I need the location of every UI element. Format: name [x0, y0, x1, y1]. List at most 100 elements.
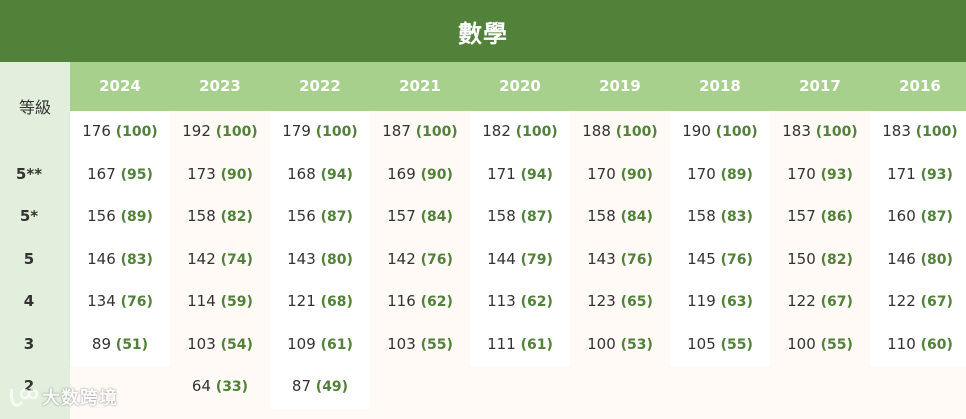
- score-value: 183: [782, 122, 811, 140]
- percentile-value: (53): [620, 337, 653, 353]
- grade-label: 3: [23, 335, 35, 353]
- score-cell: 157 (84): [370, 207, 470, 225]
- year-header: 2023: [199, 77, 241, 95]
- score-value: 89: [91, 335, 112, 353]
- percentile-value: (80): [320, 252, 353, 268]
- percentile-value: (55): [720, 337, 753, 353]
- percentile-value: (67): [820, 294, 853, 310]
- score-value: 169: [387, 165, 416, 183]
- percentile-value: (82): [820, 252, 853, 268]
- percentile-value: (55): [420, 337, 453, 353]
- score-cell: 100 (53): [570, 335, 670, 353]
- percentile-value: (89): [120, 209, 153, 225]
- percentile-value: (60): [920, 337, 953, 353]
- score-cell: 158 (82): [170, 207, 270, 225]
- score-cell: 183 (100): [770, 122, 870, 140]
- score-cell: 158 (84): [570, 207, 670, 225]
- score-cell: 122 (67): [770, 292, 870, 310]
- score-cell: 158 (83): [670, 207, 770, 225]
- score-value: 167: [87, 165, 116, 183]
- year-header: 2018: [699, 77, 741, 95]
- percentile-value: (74): [220, 252, 253, 268]
- year-header: 2020: [499, 77, 541, 95]
- score-value: 183: [882, 122, 911, 140]
- percentile-value: (51): [115, 337, 149, 353]
- score-cell: 116 (62): [370, 292, 470, 310]
- score-value: 64: [191, 377, 212, 395]
- percentile-value: (94): [520, 167, 553, 183]
- score-cell: 113 (62): [470, 292, 570, 310]
- percentile-value: (100): [815, 124, 858, 140]
- score-cell: 192 (100): [170, 122, 270, 140]
- percentile-value: (76): [620, 252, 653, 268]
- percentile-value: (90): [620, 167, 653, 183]
- score-value: 160: [887, 207, 916, 225]
- watermark-text: 大数跨境: [42, 388, 118, 409]
- percentile-value: (100): [215, 124, 258, 140]
- score-value: 100: [587, 335, 616, 353]
- score-cell: 183 (100): [870, 122, 966, 140]
- score-value: 158: [587, 207, 616, 225]
- score-value: 109: [287, 335, 316, 353]
- grade-label: 4: [23, 292, 35, 310]
- score-value: 145: [687, 250, 716, 268]
- score-cell: 160 (87): [870, 207, 966, 225]
- score-value: 121: [287, 292, 316, 310]
- score-cell: 179 (100): [270, 122, 370, 140]
- score-cell: 87 (49): [270, 377, 370, 395]
- grade-column-header: 等級: [18, 98, 51, 117]
- score-value: 170: [687, 165, 716, 183]
- score-cell: 187 (100): [370, 122, 470, 140]
- score-value: 114: [187, 292, 216, 310]
- score-cell: 167 (95): [70, 165, 170, 183]
- score-cell: 142 (74): [170, 250, 270, 268]
- score-value: 157: [787, 207, 816, 225]
- percentile-value: (61): [320, 337, 353, 353]
- score-value: 179: [282, 122, 311, 140]
- percentile-value: (49): [315, 379, 349, 395]
- column-background: [870, 111, 966, 366]
- score-cell: 143 (76): [570, 250, 670, 268]
- score-cell: 100 (55): [770, 335, 870, 353]
- score-cell: 122 (67): [870, 292, 966, 310]
- percentile-value: (100): [415, 124, 458, 140]
- score-cell: 103 (54): [170, 335, 270, 353]
- grade-label: 5*: [19, 207, 39, 225]
- percentile-value: (82): [220, 209, 253, 225]
- percentile-value: (90): [420, 167, 453, 183]
- percentile-value: (86): [820, 209, 853, 225]
- score-value: 156: [287, 207, 316, 225]
- score-value: 168: [287, 165, 316, 183]
- year-header: 2017: [799, 77, 841, 95]
- score-cell: 158 (87): [470, 207, 570, 225]
- score-cell: 142 (76): [370, 250, 470, 268]
- title-bar: 數學: [0, 0, 966, 62]
- percentile-value: (83): [120, 252, 153, 268]
- percentile-value: (89): [720, 167, 753, 183]
- score-value: 182: [482, 122, 511, 140]
- percentile-value: (84): [620, 209, 653, 225]
- score-cell: 121 (68): [270, 292, 370, 310]
- score-value: 187: [382, 122, 411, 140]
- score-value: 111: [487, 335, 516, 353]
- score-cell: 146 (80): [870, 250, 966, 268]
- percentile-value: (55): [820, 337, 853, 353]
- percentile-value: (100): [515, 124, 558, 140]
- percentile-value: (68): [320, 294, 353, 310]
- score-cell: 170 (90): [570, 165, 670, 183]
- percentile-value: (59): [220, 294, 253, 310]
- score-value: 158: [487, 207, 516, 225]
- grade-label: 2: [23, 377, 35, 395]
- score-value: 122: [787, 292, 816, 310]
- column-background: [470, 111, 570, 366]
- percentile-value: (79): [520, 252, 553, 268]
- score-value: 171: [487, 165, 516, 183]
- column-background: [270, 111, 370, 409]
- score-cell: 103 (55): [370, 335, 470, 353]
- percentile-value: (61): [520, 337, 553, 353]
- score-value: 171: [887, 165, 916, 183]
- percentile-value: (100): [615, 124, 658, 140]
- score-cell: 173 (90): [170, 165, 270, 183]
- percentile-value: (65): [620, 294, 653, 310]
- percentile-value: (87): [520, 209, 553, 225]
